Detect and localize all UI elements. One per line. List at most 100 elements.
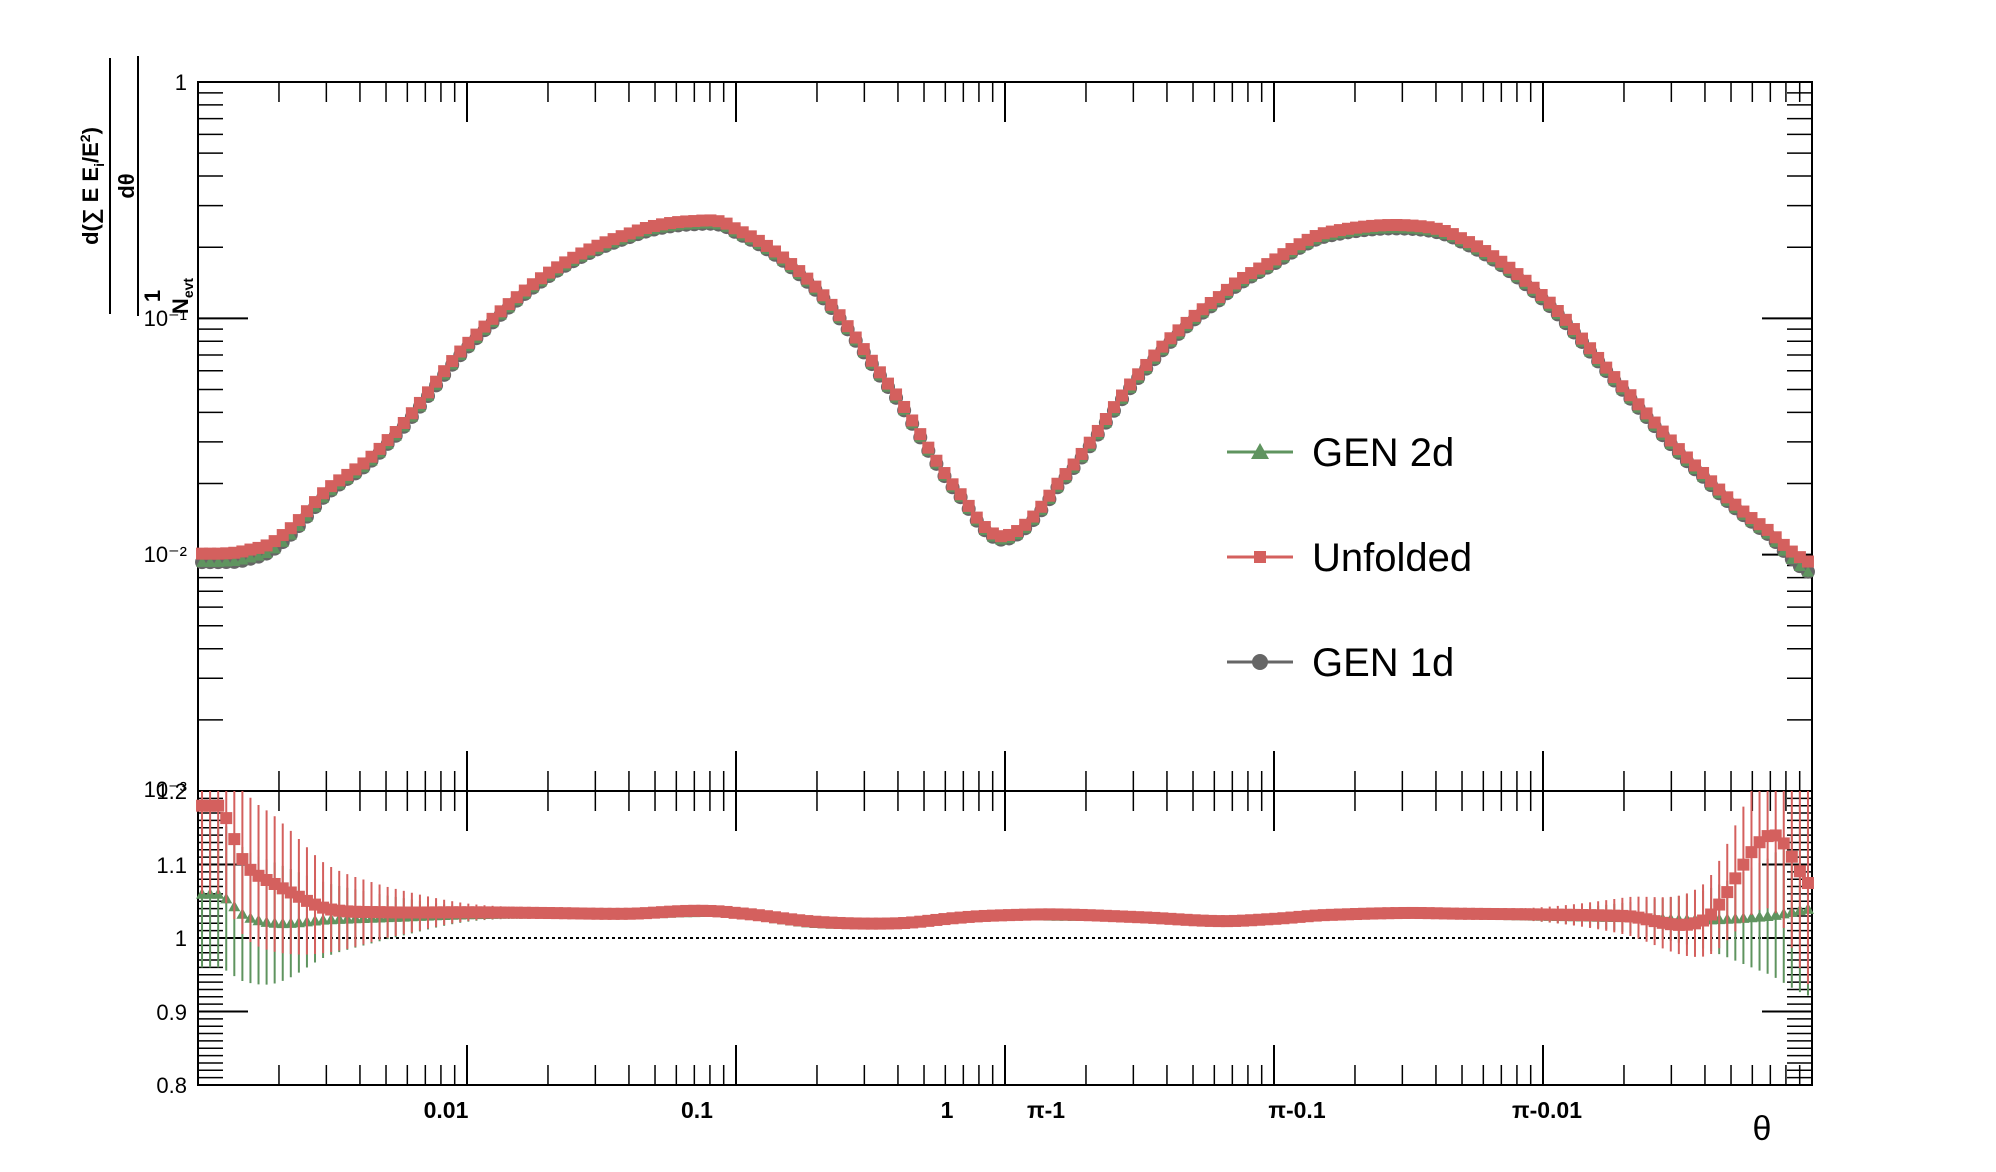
data-point (1785, 850, 1798, 863)
data-point (1035, 500, 1048, 513)
data-point (1495, 255, 1508, 268)
data-point (1059, 468, 1072, 481)
upper-ytick-label: 10⁻² (144, 542, 187, 567)
series-gen-1d (195, 216, 1815, 579)
data-point (1745, 911, 1758, 923)
data-point (946, 478, 959, 491)
data-point (962, 499, 975, 512)
data-point (1091, 424, 1104, 437)
x-axis-ticks (197, 82, 1813, 1085)
data-point (930, 454, 943, 467)
data-point (922, 441, 935, 454)
series-gen-2d (196, 217, 1814, 577)
data-point (1721, 886, 1734, 899)
x-tick-labels: 0.01 0.1 1 π-1 π-0.1 π-0.01 (424, 1097, 1583, 1123)
data-point (849, 331, 862, 344)
xtick-label: 1 (941, 1097, 954, 1123)
data-point (817, 289, 830, 302)
upper-ytick-label: 1 (175, 70, 187, 95)
circle-marker-icon (1252, 654, 1268, 670)
lower-series-group (196, 791, 1814, 996)
data-point (825, 298, 838, 311)
data-point (857, 343, 870, 356)
y-axis-title-denominator: dθ (114, 173, 139, 198)
data-point (300, 505, 313, 518)
data-point (413, 396, 426, 409)
data-point (389, 426, 402, 439)
data-point (954, 488, 967, 501)
data-point (914, 428, 927, 441)
data-point (1801, 555, 1814, 568)
data-point (1027, 510, 1040, 523)
data-point (1801, 877, 1814, 890)
data-point (220, 555, 233, 567)
data-point (1648, 416, 1661, 429)
data-point (881, 377, 894, 390)
data-point (1107, 401, 1120, 414)
data-point (1567, 323, 1580, 336)
data-point (841, 320, 854, 333)
data-point (1584, 342, 1597, 355)
data-point (212, 556, 225, 567)
upper-series-group (195, 214, 1815, 579)
legend-entry-gen-1d: GEN 1d (1227, 641, 1454, 685)
data-point (865, 354, 878, 367)
legend-label: GEN 1d (1312, 641, 1454, 685)
data-point (1132, 368, 1145, 381)
legend-entry-unfolded: Unfolded (1227, 536, 1472, 580)
lower-y-tick-labels: 1.2 1.1 1 0.9 0.8 (156, 779, 187, 1098)
data-point (1051, 477, 1064, 490)
data-point (890, 388, 903, 401)
legend: GEN 2d Unfolded GEN 1d (1227, 431, 1472, 685)
square-marker-icon (1254, 551, 1266, 563)
data-point (1801, 565, 1814, 577)
data-point (405, 407, 418, 420)
data-point (212, 799, 225, 812)
data-point (421, 386, 434, 399)
data-point (1116, 389, 1129, 402)
ratio-series-unfolded (196, 791, 1814, 985)
lower-ytick-label: 0.9 (156, 1000, 187, 1025)
data-point (833, 309, 846, 322)
data-point (1745, 846, 1758, 859)
data-point (1713, 898, 1726, 911)
legend-label: GEN 2d (1312, 431, 1454, 475)
data-point (196, 556, 209, 567)
data-point (1067, 458, 1080, 471)
data-point (438, 365, 451, 378)
data-point (236, 853, 249, 866)
upper-ytick-label: 10⁻¹ (144, 306, 187, 331)
y-axis-title-prefactor: 1 (140, 290, 165, 302)
data-point (1624, 389, 1637, 402)
data-point (1576, 332, 1589, 345)
data-point (873, 366, 886, 379)
y-axis-title-numerator: d(∑ E Ei/E2) (77, 127, 107, 245)
xtick-label: 0.01 (424, 1097, 469, 1123)
data-point (1777, 837, 1790, 850)
data-point (204, 556, 217, 567)
upper-y-tick-labels: 1 10⁻¹ 10⁻² 10⁻³ (144, 70, 187, 802)
xtick-label: π-0.01 (1512, 1097, 1582, 1123)
legend-entry-gen-2d: GEN 2d (1227, 431, 1454, 475)
xtick-label: π-1 (1027, 1097, 1065, 1123)
data-point (1075, 447, 1088, 460)
data-point (1083, 436, 1096, 449)
data-point (1729, 872, 1742, 885)
data-point (1140, 358, 1153, 371)
data-point (1592, 351, 1605, 364)
xtick-label: π-0.1 (1268, 1097, 1325, 1123)
data-point (1793, 560, 1806, 571)
upper-panel-frame (197, 81, 1813, 792)
data-point (1124, 378, 1137, 391)
y-axis-title: d(∑ E Ei/E2) dθ 1 Nevt (77, 56, 196, 316)
data-point (1640, 407, 1653, 420)
data-point (1099, 413, 1112, 426)
data-point (1600, 361, 1613, 374)
data-point (1559, 313, 1572, 326)
triangle-marker-icon (1251, 443, 1269, 459)
legend-label: Unfolded (1312, 536, 1472, 580)
lower-ytick-label: 1 (175, 926, 187, 951)
upper-ytick-label: 10⁻³ (144, 777, 187, 802)
xtick-label: 0.1 (681, 1097, 713, 1123)
